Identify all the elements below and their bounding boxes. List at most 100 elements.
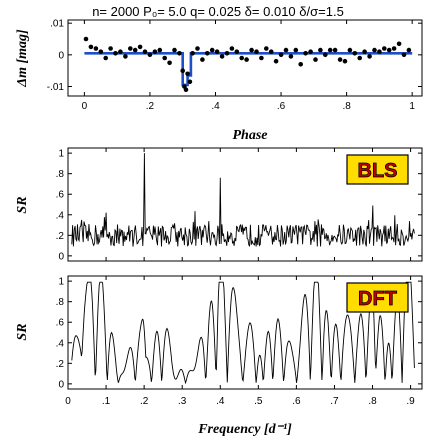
lightcurve-point [264,46,269,51]
dft-ytick-label: .4 [56,338,65,349]
lightcurve-point [152,49,158,54]
dft-frame [67,275,423,390]
bls-ylabel: SR [15,196,30,213]
dft-xtick-label: .4 [216,396,225,407]
lightcurve-xtick-label: 1 [409,101,415,112]
dft-panel: 0 .2 .4 .6 .8 1 0 .1 .2 .3 .4 .5 .6 .7 .8 .9 DFT SR Fre… [15,275,423,437]
lightcurve-ytick-label: -.01 [47,82,65,93]
lightcurve-point [298,62,304,67]
lightcurve-point [244,57,249,62]
lightcurve-point [406,47,412,53]
dft-spectrum-line [71,281,415,385]
lightcurve-point [88,44,94,50]
lightcurve-point [273,58,279,64]
dft-xtick-label: .8 [368,396,377,407]
lightcurve-model-line [84,52,413,87]
lightcurve-point [283,47,289,53]
bls-ytick-label: 1 [58,149,64,160]
lightcurve-point [183,87,189,92]
lightcurve-point [98,49,104,54]
dft-xtick-label: .3 [178,396,187,407]
lightcurve-point [357,55,363,61]
lightcurve-point [323,52,328,58]
lightcurve-point [259,55,264,61]
lightcurve-point [205,51,210,56]
lightcurve-point [332,47,338,53]
lightcurve-point [83,36,89,42]
dft-xlabel: Frequency [d⁻¹] [197,422,292,437]
bls-spectrum-line [71,153,415,248]
lightcurve-point [308,49,313,54]
lightcurve-ytick-label: 0 [58,50,64,61]
lightcurve-xtick-label: .4 [211,101,220,112]
lightcurve-point [118,49,123,54]
lightcurve-point [219,54,225,59]
lightcurve-xlabel: Phase [233,128,268,143]
lightcurve-point [162,55,167,61]
lightcurve-point [268,49,274,54]
lightcurve-point [190,51,195,56]
dft-xtick-label: .2 [140,396,149,407]
bls-ticks: 0 .2 .4 .6 .8 1 [56,148,422,262]
lightcurve-xtick-label: .2 [146,101,155,112]
bls-ytick-label: 0 [58,251,64,262]
dft-ytick-label: .2 [56,359,65,370]
dft-xtick-label: .7 [330,396,339,407]
lightcurve-point [391,46,397,51]
lightcurve-point [352,51,358,56]
lightcurve-point [377,49,382,54]
lightcurve-point [254,49,259,54]
lightcurve-point [372,47,377,53]
dft-xtick-label: 0 [65,396,71,407]
bls-ytick-label: .2 [56,231,65,242]
lightcurve-points [83,36,412,92]
lightcurve-point [293,47,299,53]
lightcurve-point [278,52,284,58]
lightcurve-point [239,55,244,61]
bls-panel: 0 .2 .4 .6 .8 1 BLS SR [15,147,423,262]
bls-ytick-label: .8 [56,169,65,180]
lightcurve-ticks: 0 .2 .4 .6 .8 1 .01 0 -.01 [47,19,422,112]
lightcurve-point [113,51,118,56]
lightcurve-point [318,47,323,53]
dft-xtick-label: .6 [292,396,301,407]
lightcurve-point [157,47,163,53]
dft-ylabel: SR [15,323,30,340]
lightcurve-point [142,49,148,54]
dft-ytick-label: .8 [56,297,65,308]
dft-xtick-label: .5 [254,396,263,407]
dft-badge-label: DFT [358,288,397,310]
lightcurve-frame [67,19,423,97]
lightcurve-point [147,52,153,58]
figure-header: n= 2000 P₀= 5.0 q= 0.025 δ= 0.010 δ/σ=1.… [92,4,344,19]
lightcurve-model [84,52,413,87]
lightcurve-point [103,55,108,61]
lightcurve-point [108,46,113,51]
lightcurve-point [180,68,185,73]
lightcurve-point [396,41,402,47]
lightcurve-point [313,57,318,62]
lightcurve-point [342,58,348,64]
lightcurve-point [177,51,182,56]
lightcurve-point [123,54,128,59]
lightcurve-point [303,51,308,56]
dft-ytick-label: 0 [58,379,64,390]
lightcurve-point [209,47,215,53]
lightcurve-point [93,46,99,51]
lightcurve-point [229,46,235,51]
bls-frame [67,147,423,262]
dft-ytick-label: .6 [56,318,65,329]
lightcurve-point [362,49,367,54]
lightcurve-xtick-label: .6 [277,101,286,112]
lightcurve-point [137,44,143,50]
lightcurve-point [132,47,138,53]
bls-badge-label: BLS [358,160,398,182]
dft-badge [346,282,409,313]
lightcurve-point [367,54,372,59]
lightcurve-point [172,47,177,53]
lightcurve-xtick-label: .8 [342,101,351,112]
lightcurve-ylabel: Δm [mag] [15,29,30,88]
bls-ytick-label: .4 [56,210,65,221]
dft-xtick-label: .9 [406,396,415,407]
